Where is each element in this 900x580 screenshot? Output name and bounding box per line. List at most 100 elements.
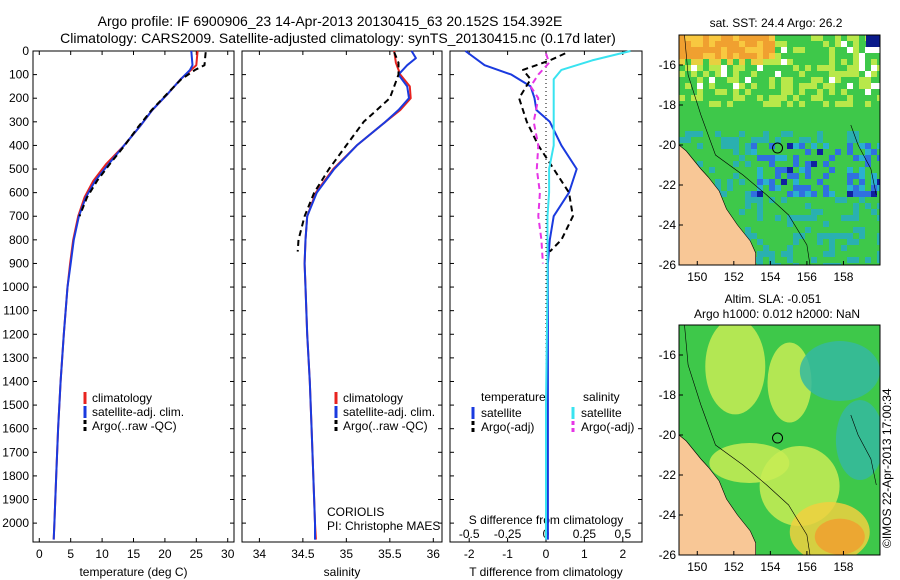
sst-cell <box>751 83 757 89</box>
sst-cell <box>751 197 757 203</box>
sst-cell <box>877 95 880 101</box>
sst-cell <box>847 71 853 77</box>
sst-cell <box>823 263 829 265</box>
sst-cell <box>835 41 841 47</box>
sst-cell <box>829 71 835 77</box>
sst-cell <box>865 149 871 155</box>
sst-cell <box>733 83 739 89</box>
sst-cell <box>763 53 769 59</box>
sst-cell <box>769 83 775 89</box>
sst-cell <box>811 191 817 197</box>
y-tick-label: -18 <box>659 98 677 112</box>
sst-cell <box>781 251 787 257</box>
sst-cell <box>727 179 733 185</box>
sst-cell <box>847 65 853 71</box>
sst-cell <box>769 179 775 185</box>
sst-cell <box>703 41 709 47</box>
sst-cell <box>829 239 835 245</box>
sst-cell <box>691 35 697 41</box>
y-tick-label: 900 <box>9 256 29 270</box>
sst-cell <box>799 185 805 191</box>
sst-cell <box>781 167 787 173</box>
sst-cell <box>877 251 880 257</box>
y-tick-label: 200 <box>9 91 29 105</box>
sst-cell <box>835 77 841 83</box>
sst-cell <box>787 167 793 173</box>
sst-cell <box>859 65 865 71</box>
sst-cell <box>787 251 793 257</box>
sst-cell <box>721 71 727 77</box>
sst-cell <box>847 185 853 191</box>
sst-cell <box>697 35 703 41</box>
y-tick-label: -24 <box>659 218 677 232</box>
sst-cell <box>727 59 733 65</box>
sst-cell <box>679 137 685 143</box>
sst-cell <box>853 239 859 245</box>
sst-cell <box>871 83 877 89</box>
y-tick-label: 1800 <box>2 469 29 483</box>
x-axis-label: T difference from climatology <box>469 565 623 579</box>
sst-cell <box>751 191 757 197</box>
sst-cell <box>841 89 847 95</box>
sst-cell <box>793 239 799 245</box>
sst-cell <box>811 257 817 263</box>
sst-cell <box>787 89 793 95</box>
sst-cell <box>871 71 877 77</box>
series-line-satellite-adj-clim- <box>303 50 417 540</box>
sst-cell <box>691 71 697 77</box>
sst-cell <box>817 77 823 83</box>
sst-cell <box>715 53 721 59</box>
sst-cell <box>727 101 733 107</box>
sst-cell <box>709 47 715 53</box>
sst-cell <box>709 53 715 59</box>
sst-cell <box>727 53 733 59</box>
sst-cell <box>685 83 691 89</box>
sst-cell <box>751 137 757 143</box>
sst-cell <box>811 215 817 221</box>
sst-cell <box>727 77 733 83</box>
sst-cell <box>829 89 835 95</box>
sst-cell <box>817 239 823 245</box>
legend-label: satellite <box>581 406 622 420</box>
sst-cell <box>817 35 823 41</box>
sst-cell <box>793 173 799 179</box>
sst-cell <box>763 101 769 107</box>
sst-cell <box>805 191 811 197</box>
sst-cell <box>823 161 829 167</box>
sst-cell <box>751 47 757 53</box>
sst-cell <box>745 143 751 149</box>
y-tick-label: 1000 <box>2 280 29 294</box>
sst-cell <box>871 191 877 197</box>
x-tick-label: 35 <box>340 547 354 561</box>
series-line-temperature-argo-adj- <box>518 52 574 253</box>
y-tick-label: 1600 <box>2 422 29 436</box>
x-tick-label: 5 <box>67 547 74 561</box>
sst-cell <box>679 41 685 47</box>
sst-cell <box>757 59 763 65</box>
sst-cell <box>745 233 751 239</box>
sst-cell <box>847 131 853 137</box>
sst-cell <box>679 71 685 77</box>
sst-cell <box>871 179 877 185</box>
bathymetry-contour <box>684 35 811 265</box>
sst-cell <box>877 203 880 209</box>
sst-cell <box>721 41 727 47</box>
sst-cell <box>799 143 805 149</box>
sst-cell <box>697 83 703 89</box>
sst-cell <box>877 179 880 185</box>
sst-cell <box>691 41 697 47</box>
sst-cell <box>829 251 835 257</box>
sst-cell <box>769 251 775 257</box>
sst-cell <box>817 233 823 239</box>
sst-cell <box>793 179 799 185</box>
sst-cell <box>829 77 835 83</box>
sla-blob <box>799 341 880 401</box>
sst-cell <box>733 173 739 179</box>
sst-cell <box>745 191 751 197</box>
sst-cell <box>853 47 859 53</box>
y-tick-label: -26 <box>659 548 677 562</box>
sst-cell <box>697 41 703 47</box>
sst-cell <box>877 215 880 221</box>
sst-cell <box>787 101 793 107</box>
